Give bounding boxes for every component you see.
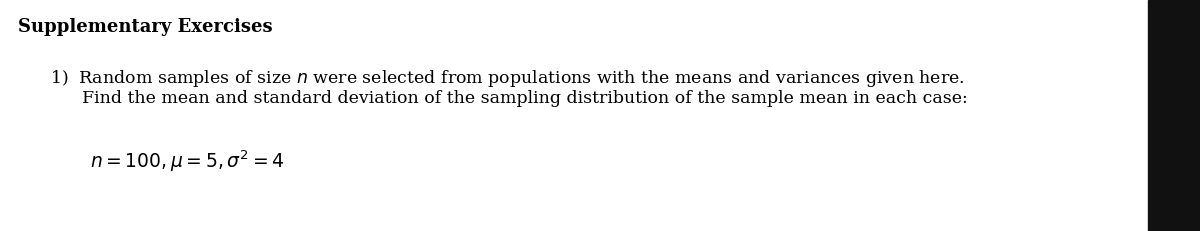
Text: Supplementary Exercises: Supplementary Exercises [18,18,272,36]
Text: Find the mean and standard deviation of the sampling distribution of the sample : Find the mean and standard deviation of … [82,90,967,107]
Text: 1)  Random samples of size $n$ were selected from populations with the means and: 1) Random samples of size $n$ were selec… [50,68,965,89]
Text: $n = 100, \mu = 5, \sigma^2 = 4$: $n = 100, \mu = 5, \sigma^2 = 4$ [90,148,284,173]
